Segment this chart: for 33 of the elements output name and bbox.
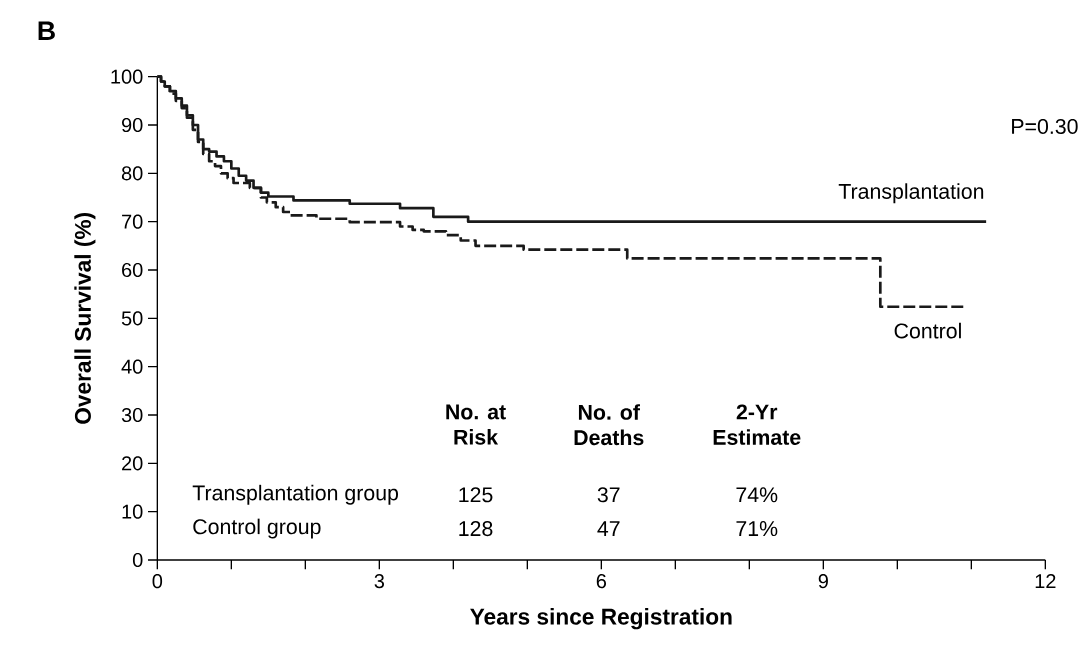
x-tick-label: 3 [374,574,385,589]
series-label: Transplantation [838,183,984,204]
y-tick-label: 30 [121,407,143,423]
y-tick-label: 10 [122,504,143,519]
y-tick-label: 80 [121,166,143,181]
annotation: 74% [736,487,778,503]
annotation: Control group [193,518,321,539]
text: B [38,21,55,40]
annotation: Transplantation group [192,484,399,505]
x-tick-label: 9 [818,574,828,589]
x-tick-label: 12 [1035,574,1056,589]
y-tick-label: 20 [122,456,143,471]
annotation: 128 [459,521,493,537]
annotation: 125 [459,487,493,503]
x-tick-label: 6 [596,574,607,589]
y-tick-label: 60 [122,262,143,278]
annotation: No. of Deaths [574,404,644,446]
x-axis-title: Years since Registration [470,608,732,630]
annotation: No. at Risk [446,404,506,445]
y-tick-label: 100 [111,69,143,84]
annotation: 71% [736,521,778,537]
series-label: Control [894,322,961,339]
annotation: 37 [597,487,620,503]
x-tick-label: 0 [152,574,163,589]
y-tick-label: 90 [121,117,143,133]
y-tick-label: 50 [121,311,143,326]
annotation: 2-Yr Estimate [713,404,801,445]
annotation: 47 [597,521,620,536]
annotation: P=0.30 [1012,118,1078,134]
y-tick-label: 0 [132,552,143,568]
y-tick-label: 70 [122,214,143,229]
y-axis-title: Overall Survival (%) [74,213,96,424]
y-tick-label: 40 [121,359,143,374]
